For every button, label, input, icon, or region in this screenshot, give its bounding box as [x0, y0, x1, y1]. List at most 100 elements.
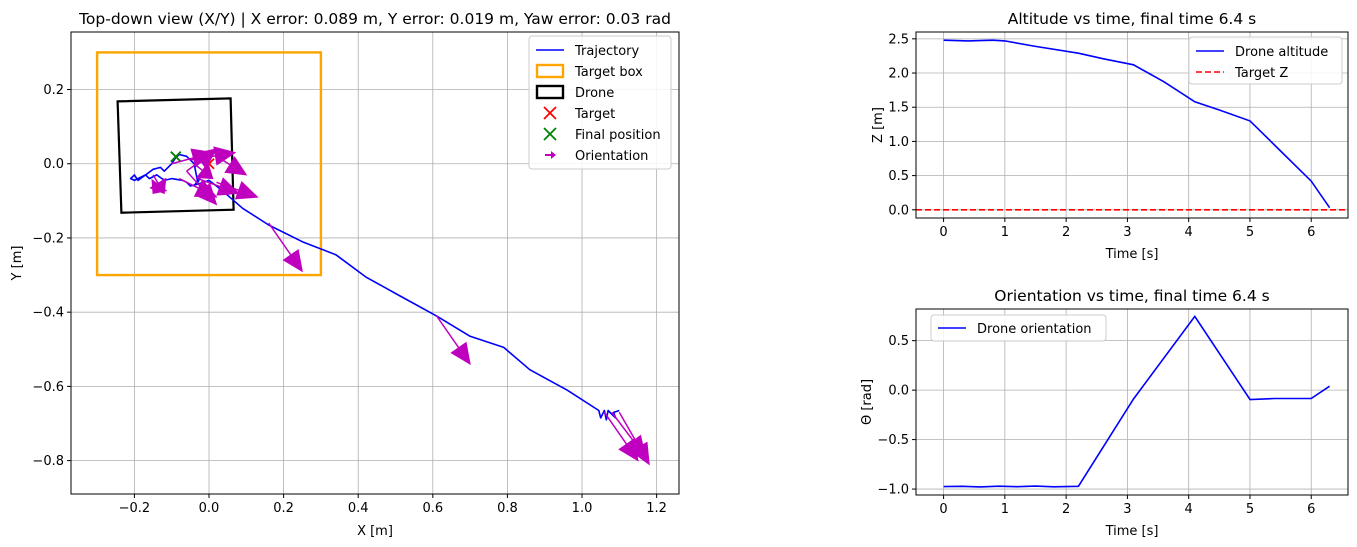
x-tick-label: 1: [1001, 225, 1009, 240]
y-tick-label: 0.0: [888, 203, 909, 218]
y-tick-label: −0.5: [877, 433, 909, 448]
legend-orientation-label: Orientation: [575, 149, 648, 164]
orientation-arrow-head: [450, 341, 471, 366]
topdown-ticks: −0.2 0.0 0.2 0.4 0.6 0.8 1.0 1.2 0.2 0.0 −0.2 −0.4 −…: [32, 83, 667, 516]
orientation-arrow: [435, 315, 471, 366]
topdown-grid: [71, 32, 679, 494]
topdown-legend: Trajectory Target box Drone Target Final…: [528, 35, 672, 170]
orientation-arrow-head: [234, 180, 259, 200]
y-tick-label: 1.5: [888, 101, 909, 116]
x-tick-label: 1.2: [646, 501, 667, 516]
altitude-ticks: 0 1 2 3 4 5 6 0.0 0.5 1.0 1.5 2.0 2.5: [888, 32, 1315, 240]
x-tick-label: 3: [1123, 225, 1131, 240]
orientation-arrow-head: [216, 177, 240, 196]
altitude-plot-content: [916, 39, 1348, 211]
orientation-panel: 0 1 2 3 4 5 6 0.5 0.0 −0.5 −1.0 Orientation vs tim…: [860, 287, 1349, 539]
x-tick-label: 4: [1185, 225, 1193, 240]
altitude-y-axis-label: Z [m]: [871, 107, 886, 143]
topdown-axes-frame: [70, 31, 680, 495]
y-tick-label: 0.0: [888, 384, 909, 399]
topdown-title: Top-down view (X/Y) | X error: 0.089 m, …: [78, 10, 671, 28]
drone-orientation-line: [943, 315, 1331, 488]
y-tick-label: 1.0: [888, 135, 909, 150]
y-tick-label: 2.0: [888, 67, 909, 82]
final-position-marker: [170, 151, 182, 163]
x-tick-label: 0: [939, 225, 947, 240]
orientation-arrow: [603, 411, 639, 462]
orientation-arrow-shaft: [186, 170, 204, 191]
y-tick-label: −0.4: [32, 306, 64, 321]
final-position-marker-stroke: [170, 151, 182, 163]
topdown-plot-content: [95, 51, 650, 466]
x-tick-label: 0.6: [422, 501, 443, 516]
altitude-legend: Drone altitude Target Z: [1188, 36, 1343, 85]
y-tick-label: 0.2: [43, 83, 64, 98]
x-tick-label: 0.4: [348, 501, 369, 516]
legend-orientation-swatch: [545, 151, 556, 159]
legend-final-position-label: Final position: [575, 128, 661, 143]
x-tick-label: 6: [1307, 225, 1315, 240]
x-tick-label: 0.2: [273, 501, 294, 516]
orientation-arrow-shaft: [216, 155, 231, 166]
y-tick-label: 0.0: [43, 157, 64, 172]
x-tick-label: 5: [1246, 225, 1254, 240]
orientation-arrow: [216, 155, 248, 176]
y-tick-label: 2.5: [888, 32, 909, 47]
topdown-x-axis-label: X [m]: [357, 524, 393, 539]
legend-target-box-label: Target box: [574, 65, 643, 80]
orientation-arrow: [197, 177, 240, 196]
drone-outline: [116, 97, 235, 214]
trajectory-line: [129, 153, 620, 421]
orientation-arrow-head: [194, 148, 218, 169]
orientation-arrow-head: [149, 177, 167, 195]
y-tick-label: −1.0: [877, 483, 909, 498]
orientation-legend-box: [930, 314, 1107, 342]
orientation-arrow-head: [618, 438, 639, 462]
topdown-y-axis-label: Y [m]: [10, 246, 25, 282]
orientation-arrow: [149, 174, 167, 195]
orientation-arrow-head: [195, 162, 214, 180]
altitude-axes-frame: [915, 31, 1349, 219]
topdown-panel: −0.2 0.0 0.2 0.4 0.6 0.8 1.0 1.2 0.2 0.0 −0.2 −0.4 −…: [10, 10, 680, 539]
legend-target-box-swatch: [535, 63, 565, 79]
legend-drone-label: Drone: [575, 86, 614, 101]
x-tick-label: 3: [1123, 502, 1131, 517]
orientation-arrow-shaft: [197, 177, 221, 188]
orientation-arrow-head: [213, 146, 237, 166]
x-tick-label: −0.2: [119, 501, 151, 516]
y-tick-label: −0.6: [32, 380, 64, 395]
altitude-legend-box: [1188, 36, 1343, 85]
legend-drone-altitude-label: Drone altitude: [1235, 45, 1328, 60]
altitude-panel: 0 1 2 3 4 5 6 0.0 0.5 1.0 1.5 2.0 2.5 Altitude vs ti…: [871, 10, 1349, 262]
orientation-y-axis-label: Θ [rad]: [860, 379, 875, 425]
altitude-x-axis-label: Time [s]: [1105, 247, 1159, 262]
y-tick-label: −0.8: [32, 454, 64, 469]
legend-final-position-marker: [543, 127, 557, 141]
x-tick-label: 5: [1246, 502, 1254, 517]
orientation-arrow: [186, 148, 218, 172]
x-tick-label: 0.8: [497, 501, 518, 516]
x-tick-label: 4: [1185, 502, 1193, 517]
orientation-arrow-shaft: [152, 174, 159, 184]
altitude-title: Altitude vs time, final time 6.4 s: [1008, 10, 1256, 28]
orientation-legend: Drone orientation: [930, 314, 1107, 342]
x-tick-label: 2: [1062, 502, 1070, 517]
orientation-arrow-shaft: [435, 315, 460, 349]
orientation-arrow-head: [282, 248, 303, 273]
target-box-outline: [95, 51, 323, 277]
orientation-arrow-shaft: [603, 411, 628, 445]
orientation-axes-frame: [915, 308, 1349, 496]
orientation-x-axis-label: Time [s]: [1105, 524, 1159, 539]
orientation-arrow-shaft: [171, 157, 194, 165]
legend-trajectory-label: Trajectory: [574, 44, 639, 59]
orientation-arrow-shaft: [190, 155, 216, 161]
x-tick-label: 1.0: [572, 501, 593, 516]
x-tick-label: 0.0: [199, 501, 220, 516]
drone-altitude-line: [943, 39, 1331, 209]
legend-target-marker: [543, 106, 557, 120]
legend-drone-orientation-label: Drone orientation: [977, 322, 1092, 337]
legend-target-label: Target: [574, 107, 615, 122]
orientation-arrow: [186, 170, 218, 206]
orientation-arrow: [190, 146, 237, 166]
